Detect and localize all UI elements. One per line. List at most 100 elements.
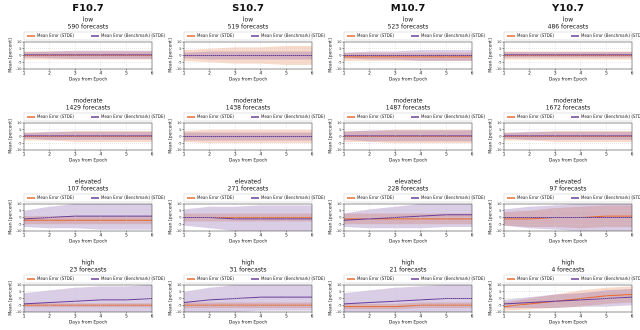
legend-label: Mean Error (STDE) xyxy=(37,195,74,200)
x-tick-label: 6 xyxy=(631,233,634,239)
legend-label: Mean Error (Benchmark) (STDE) xyxy=(581,276,640,281)
legend-box xyxy=(503,112,633,122)
y-tick-label: 5 xyxy=(499,290,501,294)
x-tick-label: 4 xyxy=(259,233,262,239)
y-tick-label: -10 xyxy=(336,148,342,152)
x-tick-label: 3 xyxy=(74,233,77,239)
x-tick-label: 2 xyxy=(368,71,371,77)
column-title: F10.7 xyxy=(72,3,104,14)
x-tick-label: 3 xyxy=(554,233,557,239)
x-tick-label: 4 xyxy=(579,71,582,77)
x-tick-label: 1 xyxy=(343,233,346,239)
x-tick-label: 5 xyxy=(605,314,608,320)
y-tick-label: -10 xyxy=(176,229,182,233)
plot-frame xyxy=(23,284,153,313)
legend-label: Mean Error (STDE) xyxy=(197,195,234,200)
x-axis-label: Days from Epoch xyxy=(389,158,427,164)
x-tick-label: 4 xyxy=(99,71,102,77)
y-tick-label: -5 xyxy=(498,141,502,145)
x-tick-label: 2 xyxy=(48,71,51,77)
y-tick-label: 10 xyxy=(337,202,341,206)
x-tick-label: 5 xyxy=(605,152,608,158)
x-tick-label: 2 xyxy=(528,314,531,320)
y-tick-label: 0 xyxy=(339,135,341,139)
chart-title: moderate xyxy=(233,98,263,105)
x-tick-label: 5 xyxy=(445,314,448,320)
legend-box xyxy=(343,31,473,41)
y-tick-label: 10 xyxy=(17,40,21,44)
legend-label: Mean Error (Benchmark) (STDE) xyxy=(261,195,326,200)
x-tick-label: 6 xyxy=(631,152,634,158)
x-tick-label: 5 xyxy=(285,314,288,320)
x-tick-label: 3 xyxy=(554,314,557,320)
legend-label: Mean Error (Benchmark) (STDE) xyxy=(581,195,640,200)
y-tick-label: 5 xyxy=(179,128,181,132)
plot-frame xyxy=(23,41,153,70)
legend-label: Mean Error (Benchmark) (STDE) xyxy=(421,195,486,200)
y-tick-label: 10 xyxy=(177,202,181,206)
x-tick-label: 2 xyxy=(368,233,371,239)
chart-title: high xyxy=(241,260,254,267)
y-tick-label: -5 xyxy=(18,60,22,64)
y-tick-label: -5 xyxy=(338,303,342,307)
x-axis-label: Days from Epoch xyxy=(549,320,587,326)
y-axis-label: Mean [percent] xyxy=(488,200,494,235)
y-tick-label: -10 xyxy=(176,148,182,152)
y-tick-label: 5 xyxy=(499,47,501,51)
x-tick-label: 2 xyxy=(208,314,211,320)
y-tick-label: 10 xyxy=(497,202,501,206)
x-tick-label: 4 xyxy=(99,233,102,239)
legend-label: Mean Error (Benchmark) (STDE) xyxy=(101,33,166,38)
legend-box xyxy=(183,193,313,203)
x-tick-label: 6 xyxy=(631,314,634,320)
x-tick-label: 3 xyxy=(394,314,397,320)
legend-label: Mean Error (STDE) xyxy=(517,114,554,119)
y-tick-label: 10 xyxy=(337,283,341,287)
x-tick-label: 5 xyxy=(605,71,608,77)
chart-subtitle: 21 forecasts xyxy=(390,267,427,274)
x-tick-label: 4 xyxy=(579,314,582,320)
x-tick-label: 6 xyxy=(471,152,474,158)
x-tick-label: 2 xyxy=(528,152,531,158)
legend-box xyxy=(23,31,153,41)
y-tick-label: -10 xyxy=(16,67,22,71)
legend-label: Mean Error (STDE) xyxy=(357,195,394,200)
x-tick-label: 2 xyxy=(368,152,371,158)
legend-label: Mean Error (STDE) xyxy=(517,276,554,281)
legend-label: Mean Error (STDE) xyxy=(37,114,74,119)
x-tick-label: 6 xyxy=(151,233,154,239)
x-tick-label: 3 xyxy=(74,71,77,77)
x-tick-label: 4 xyxy=(419,314,422,320)
error-band xyxy=(344,204,472,229)
x-tick-label: 3 xyxy=(554,152,557,158)
x-tick-label: 4 xyxy=(259,314,262,320)
chart-title: high xyxy=(561,260,574,267)
x-tick-label: 1 xyxy=(183,152,186,158)
legend-box xyxy=(23,274,153,284)
x-tick-label: 3 xyxy=(234,71,237,77)
chart-title: elevated xyxy=(235,179,261,186)
chart-subtitle: 1438 forecasts xyxy=(226,105,271,112)
series-line xyxy=(184,217,312,220)
x-tick-label: 2 xyxy=(368,314,371,320)
y-tick-label: 10 xyxy=(177,283,181,287)
series-line xyxy=(24,215,152,220)
legend-label: Mean Error (STDE) xyxy=(357,276,394,281)
chart-title: elevated xyxy=(75,179,101,186)
plot-frame xyxy=(503,284,633,313)
chart-subtitle: 31 forecasts xyxy=(230,267,267,274)
legend-label: Mean Error (Benchmark) (STDE) xyxy=(261,114,326,119)
y-tick-label: 10 xyxy=(497,40,501,44)
x-tick-label: 6 xyxy=(311,314,314,320)
y-tick-label: 5 xyxy=(19,47,21,51)
legend-label: Mean Error (Benchmark) (STDE) xyxy=(261,276,326,281)
x-axis-label: Days from Epoch xyxy=(229,77,267,83)
y-tick-label: 10 xyxy=(17,202,21,206)
legend-label: Mean Error (Benchmark) (STDE) xyxy=(101,276,166,281)
y-tick-label: -5 xyxy=(338,141,342,145)
y-tick-label: -10 xyxy=(496,148,502,152)
y-tick-label: 0 xyxy=(19,297,21,301)
x-tick-label: 2 xyxy=(208,152,211,158)
y-axis-label: Mean [percent] xyxy=(328,281,334,316)
chart-subtitle: 23 forecasts xyxy=(70,267,107,274)
